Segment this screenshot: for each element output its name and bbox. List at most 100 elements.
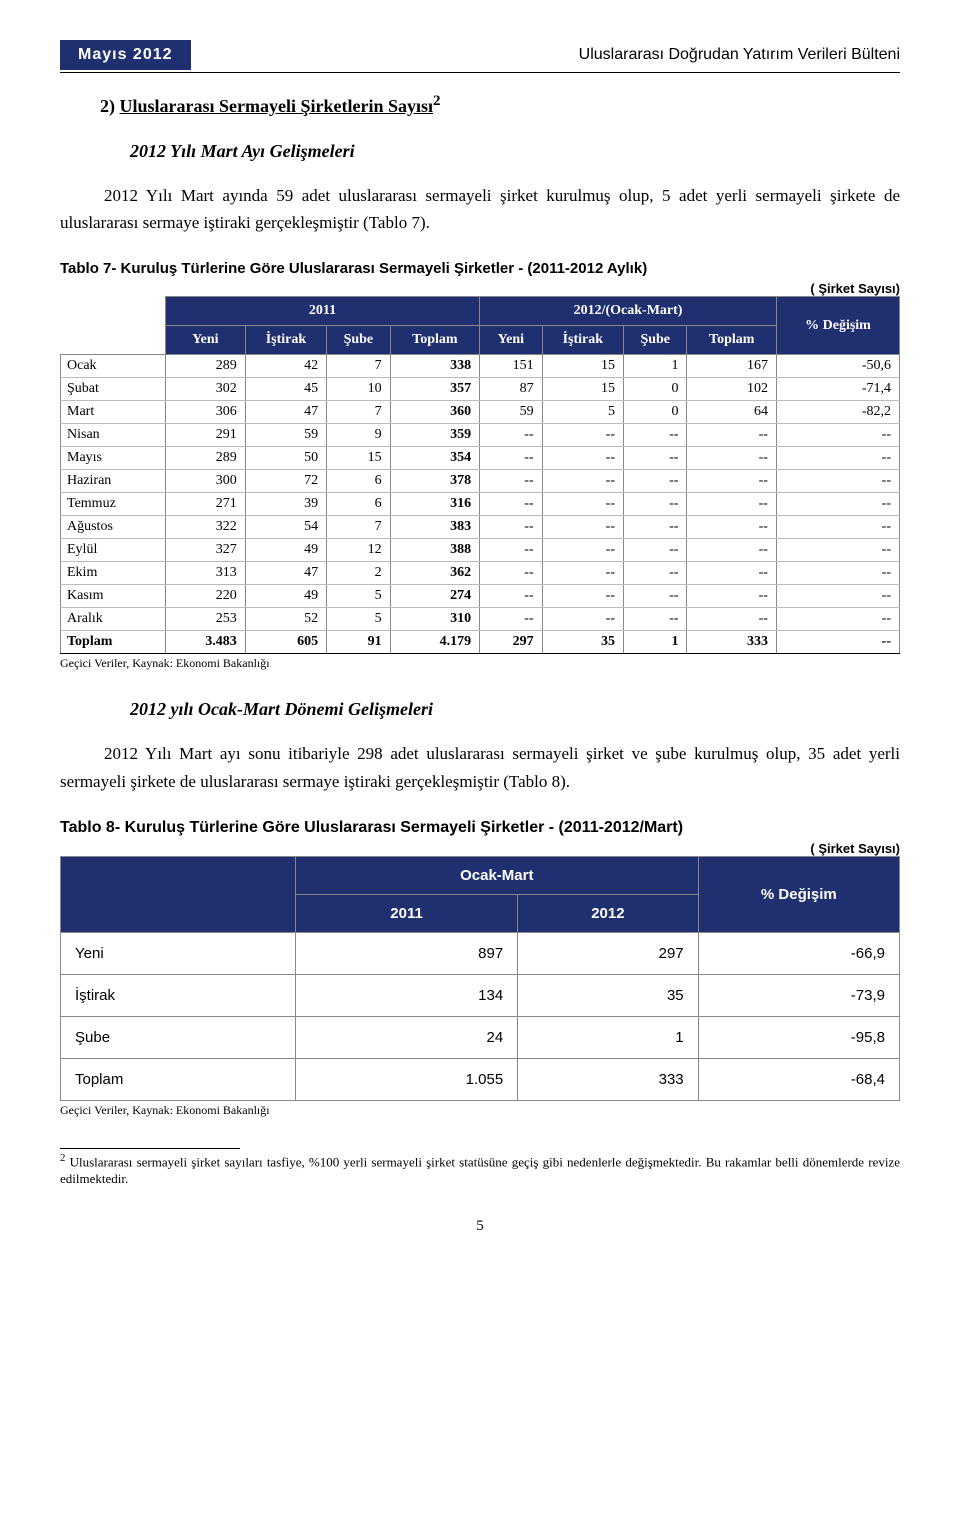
table-cell: 0 — [624, 378, 687, 401]
row-label: Toplam — [61, 1058, 296, 1100]
table-cell: 605 — [245, 631, 326, 654]
table-row: İştirak13435-73,9 — [61, 974, 900, 1016]
table-cell: 354 — [390, 447, 480, 470]
table-cell: -- — [687, 470, 777, 493]
table7-subheader: Toplam — [687, 326, 777, 355]
table-cell: 59 — [480, 401, 543, 424]
table-cell: 1.055 — [295, 1058, 517, 1100]
table-cell: 310 — [390, 608, 480, 631]
table8-blank-corner — [61, 856, 296, 932]
table-cell: 64 — [687, 401, 777, 424]
table8-source: Geçici Veriler, Kaynak: Ekonomi Bakanlığ… — [60, 1103, 900, 1118]
table-cell: -- — [687, 562, 777, 585]
table-cell: 289 — [165, 355, 245, 378]
table-cell: 59 — [245, 424, 326, 447]
table-cell: -- — [776, 539, 899, 562]
table-cell: -- — [776, 516, 899, 539]
table-cell: 360 — [390, 401, 480, 424]
row-label: Toplam — [61, 631, 166, 654]
row-label: Nisan — [61, 424, 166, 447]
table-cell: -- — [776, 447, 899, 470]
section-number: 2) — [100, 96, 115, 116]
row-label: Haziran — [61, 470, 166, 493]
row-label: Ağustos — [61, 516, 166, 539]
table-cell: 359 — [390, 424, 480, 447]
table8-year-2011: 2011 — [295, 894, 517, 932]
table-cell: 91 — [327, 631, 390, 654]
footnote-marker: 2 — [60, 1152, 65, 1164]
table-cell: -- — [542, 539, 623, 562]
table-cell: 24 — [295, 1016, 517, 1058]
page-number: 5 — [60, 1218, 900, 1235]
table-cell: 10 — [327, 378, 390, 401]
table-cell: -- — [687, 447, 777, 470]
table-cell: 151 — [480, 355, 543, 378]
table-cell: -- — [542, 447, 623, 470]
table-row: Ağustos322547383---------- — [61, 516, 900, 539]
table7-group-2011: 2011 — [165, 297, 479, 326]
table7-blank-corner — [61, 297, 166, 355]
table-cell: 102 — [687, 378, 777, 401]
table-cell: 297 — [518, 932, 698, 974]
table-cell: 322 — [165, 516, 245, 539]
table-cell: 357 — [390, 378, 480, 401]
table7-group-2012: 2012/(Ocak-Mart) — [480, 297, 777, 326]
table-cell: 253 — [165, 608, 245, 631]
table-cell: -- — [624, 585, 687, 608]
table-cell: -- — [687, 516, 777, 539]
row-label: Ocak — [61, 355, 166, 378]
table-cell: 52 — [245, 608, 326, 631]
table-cell: -73,9 — [698, 974, 899, 1016]
table-cell: 333 — [687, 631, 777, 654]
table8-year-2012: 2012 — [518, 894, 698, 932]
table-row: Yeni897297-66,9 — [61, 932, 900, 974]
table-cell: 897 — [295, 932, 517, 974]
table-cell: 12 — [327, 539, 390, 562]
table-cell: -- — [624, 562, 687, 585]
table-cell: -- — [624, 516, 687, 539]
table-cell: 15 — [327, 447, 390, 470]
table-cell: 6 — [327, 493, 390, 516]
table-cell: -- — [480, 585, 543, 608]
table-cell: -66,9 — [698, 932, 899, 974]
table-cell: -- — [542, 493, 623, 516]
table-cell: -- — [480, 562, 543, 585]
table-cell: 362 — [390, 562, 480, 585]
table-cell: 271 — [165, 493, 245, 516]
table-cell: -- — [542, 424, 623, 447]
table-cell: 54 — [245, 516, 326, 539]
table7-subheader: Toplam — [390, 326, 480, 355]
table-cell: 0 — [624, 401, 687, 424]
footnote-rule — [60, 1148, 240, 1149]
table-cell: -- — [480, 470, 543, 493]
table-cell: 6 — [327, 470, 390, 493]
page-header: Mayıs 2012 Uluslararası Doğrudan Yatırım… — [60, 40, 900, 70]
table8-period-header: Ocak-Mart — [295, 856, 698, 894]
table-row: Haziran300726378---------- — [61, 470, 900, 493]
table-cell: 1 — [518, 1016, 698, 1058]
header-rule — [60, 72, 900, 73]
table-cell: 50 — [245, 447, 326, 470]
table-cell: 297 — [480, 631, 543, 654]
table-cell: 5 — [327, 608, 390, 631]
table-cell: -- — [624, 493, 687, 516]
table-cell: 289 — [165, 447, 245, 470]
table-cell: 7 — [327, 516, 390, 539]
table-cell: 47 — [245, 401, 326, 424]
table-cell: 15 — [542, 378, 623, 401]
table-cell: 306 — [165, 401, 245, 424]
table7-unit: ( Şirket Sayısı) — [60, 281, 900, 296]
table7-subheader: Şube — [624, 326, 687, 355]
row-label: Aralık — [61, 608, 166, 631]
footnote-text: Uluslararası sermayeli şirket sayıları t… — [60, 1154, 900, 1186]
table-cell: 9 — [327, 424, 390, 447]
subsection-2-title: 2012 yılı Ocak-Mart Dönemi Gelişmeleri — [130, 699, 900, 720]
header-bulletin-title: Uluslararası Doğrudan Yatırım Verileri B… — [579, 40, 900, 64]
table-cell: -- — [776, 608, 899, 631]
table-cell: -- — [480, 516, 543, 539]
table-cell: 3.483 — [165, 631, 245, 654]
table-cell: 274 — [390, 585, 480, 608]
table-cell: -- — [687, 493, 777, 516]
table-cell: 5 — [542, 401, 623, 424]
table-cell: 327 — [165, 539, 245, 562]
